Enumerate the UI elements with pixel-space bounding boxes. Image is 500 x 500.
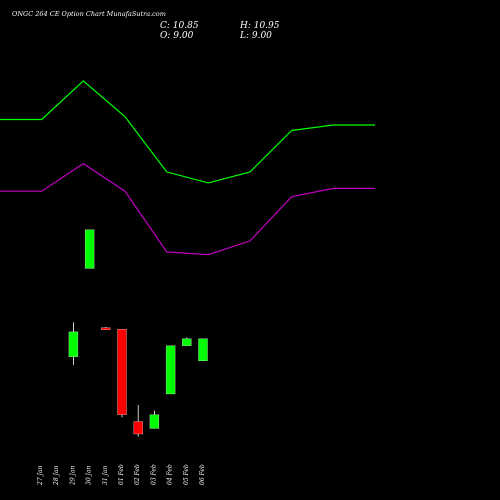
candle bbox=[68, 322, 79, 365]
lower-band-line bbox=[0, 162, 375, 256]
candle bbox=[182, 337, 192, 346]
x-tick-label: 28 Jan bbox=[53, 465, 60, 486]
candle-body-up bbox=[84, 229, 95, 269]
low-readout: L: 9.00 bbox=[239, 31, 272, 41]
candle-body-down bbox=[101, 327, 111, 330]
candle-body-up bbox=[149, 414, 160, 429]
close-readout: C: 10.85 bbox=[160, 21, 199, 31]
high-readout: H: 10.95 bbox=[239, 21, 280, 31]
bands-layer bbox=[0, 80, 375, 256]
candle-body-up bbox=[68, 331, 79, 357]
x-tick-label: 27 Jan bbox=[37, 465, 44, 486]
x-axis-labels: 27 Jan 28 Jan 29 Jan 30 Jan 31 Jan 01 Feb 02 F… bbox=[37, 464, 206, 486]
x-tick-label: 06 Feb bbox=[199, 464, 206, 485]
candle bbox=[198, 338, 208, 362]
x-tick-label: 04 Feb bbox=[167, 464, 174, 485]
candle bbox=[149, 410, 160, 429]
x-tick-label: 31 Jan bbox=[102, 465, 109, 485]
candle-body-down bbox=[117, 328, 127, 415]
x-tick-label: 02 Feb bbox=[134, 464, 141, 485]
chart-title: ONGC 264 CE Option Chart MunafaSutra.com bbox=[12, 10, 166, 18]
candle bbox=[84, 229, 95, 269]
candle-body-up bbox=[182, 338, 192, 346]
open-readout: O: 9.00 bbox=[160, 31, 194, 41]
x-tick-label: 03 Feb bbox=[150, 464, 157, 485]
candles-layer bbox=[68, 229, 208, 437]
candle-body-up bbox=[198, 338, 208, 362]
x-tick-label: 29 Jan bbox=[69, 465, 76, 486]
candle-body-down bbox=[133, 421, 143, 435]
candle-body-up bbox=[165, 345, 176, 395]
upper-band-line bbox=[0, 80, 375, 184]
candle bbox=[165, 345, 176, 395]
candle bbox=[133, 405, 143, 437]
candle bbox=[117, 328, 127, 418]
x-tick-label: 30 Jan bbox=[86, 465, 93, 485]
candle bbox=[101, 326, 111, 330]
x-tick-label: 01 Feb bbox=[118, 464, 125, 485]
x-tick-label: 05 Feb bbox=[183, 464, 190, 485]
